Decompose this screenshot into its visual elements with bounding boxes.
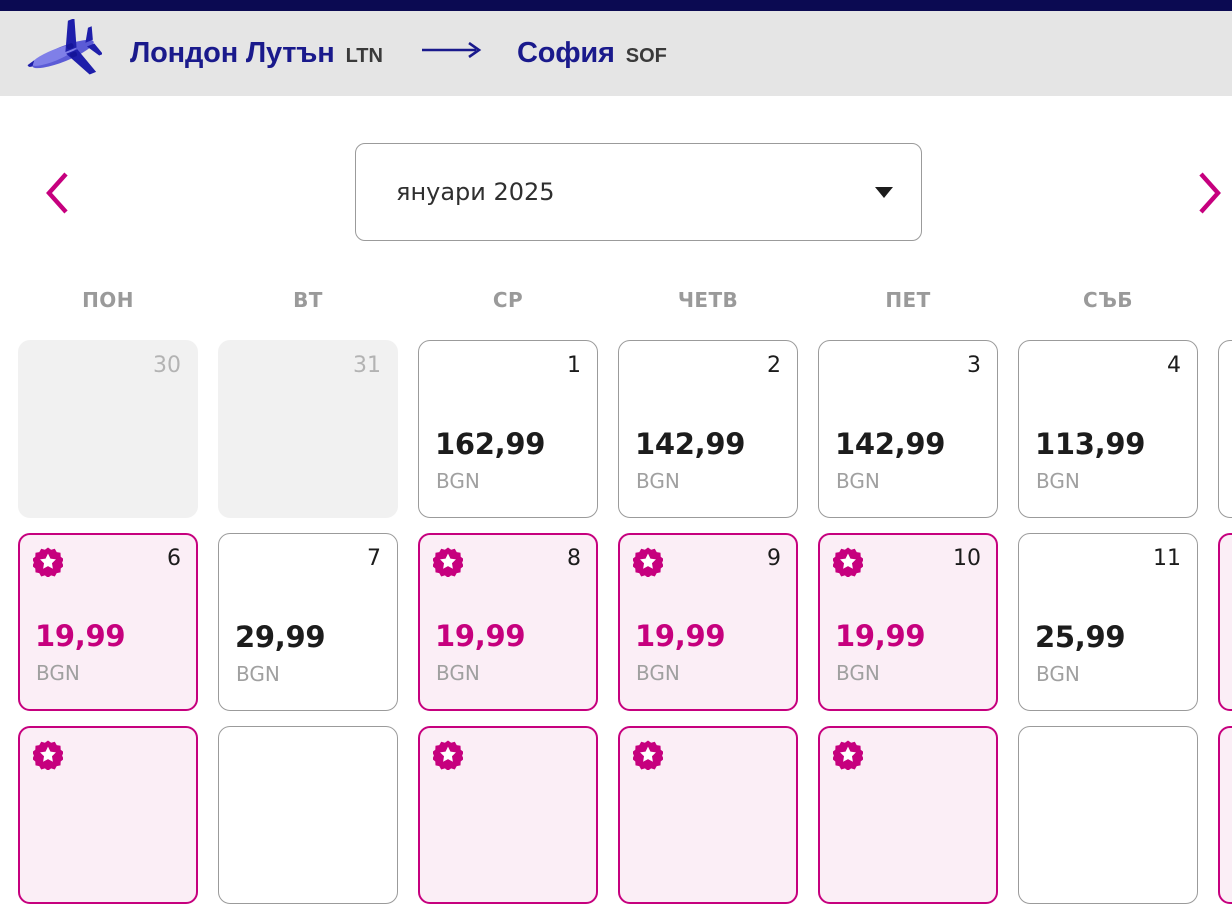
day-cell[interactable]: [618, 726, 798, 904]
day-cell[interactable]: 1 162,99 BGN: [418, 340, 598, 518]
day-cell[interactable]: 6 19,99 BGN: [18, 533, 198, 711]
promo-star-badge-icon: [33, 547, 63, 577]
next-month-button[interactable]: [1180, 143, 1232, 243]
fare-currency: BGN: [1036, 662, 1080, 686]
promo-star-badge-icon: [833, 547, 863, 577]
day-number: 10: [953, 546, 981, 571]
fare-price: 19,99: [35, 619, 126, 653]
promo-star-badge-icon: [633, 547, 663, 577]
fare-price: 162,99: [435, 427, 546, 461]
day-number: 30: [153, 353, 181, 378]
day-cell[interactable]: [1218, 726, 1232, 904]
day-cell[interactable]: [218, 726, 398, 904]
promo-star-badge-icon: [833, 740, 863, 770]
airplane-icon: [27, 18, 102, 75]
day-cell[interactable]: 8 19,99 BGN: [418, 533, 598, 711]
fare-currency: BGN: [36, 661, 80, 685]
day-number: 3: [967, 353, 981, 378]
weekday-label-нед: НЕД: [1218, 288, 1232, 312]
day-number: 11: [1153, 546, 1181, 571]
month-navigation: януари 2025: [0, 143, 1232, 243]
weekday-label-съб: СЪБ: [1083, 288, 1133, 312]
day-number: 6: [167, 546, 181, 571]
day-cell-disabled: 31: [218, 340, 398, 518]
fare-price: 142,99: [835, 427, 946, 461]
fare-calendar-grid: 30 31 1 162,99 BGN 2 142,99 BGN 3 142,99 BGN 4 113,9…: [18, 340, 1232, 919]
weekday-label-пет: ПЕТ: [885, 288, 931, 312]
fare-currency: BGN: [236, 662, 280, 686]
day-cell[interactable]: [1018, 726, 1198, 904]
fare-price: 113,99: [1035, 427, 1146, 461]
fare-price: 19,99: [835, 619, 926, 653]
promo-star-badge-icon: [433, 547, 463, 577]
fare-price: 19,99: [635, 619, 726, 653]
day-number: 7: [367, 546, 381, 571]
day-cell[interactable]: 3 142,99 BGN: [818, 340, 998, 518]
calendar-week-row: [18, 726, 1232, 904]
chevron-down-icon: [875, 186, 893, 198]
day-cell-disabled: 30: [18, 340, 198, 518]
fare-price: 25,99: [1035, 620, 1126, 654]
calendar-week-row: 6 19,99 BGN 7 29,99 BGN 8 19,99 BGN 9 19,99 BGN 1…: [18, 533, 1232, 711]
weekday-label-пон: ПОН: [82, 288, 134, 312]
day-cell[interactable]: 2 142,99 BGN: [618, 340, 798, 518]
fare-currency: BGN: [436, 661, 480, 685]
route-header: Лондон Лутън LTN София SOF: [0, 11, 1232, 96]
destination-city: София: [516, 37, 615, 69]
day-cell[interactable]: [418, 726, 598, 904]
fare-currency: BGN: [836, 469, 880, 493]
day-cell[interactable]: [18, 726, 198, 904]
day-number: 1: [567, 353, 581, 378]
origin-city: Лондон Лутън: [130, 37, 335, 69]
fare-currency: BGN: [636, 469, 680, 493]
fare-price: 19,99: [435, 619, 526, 653]
day-number: 4: [1167, 353, 1181, 378]
day-cell[interactable]: 11 25,99 BGN: [1018, 533, 1198, 711]
fare-currency: BGN: [1036, 469, 1080, 493]
fare-currency: BGN: [636, 661, 680, 685]
promo-star-badge-icon: [433, 740, 463, 770]
route-arrow-icon: [421, 42, 483, 58]
day-number: 9: [767, 546, 781, 571]
fare-currency: BGN: [436, 469, 480, 493]
day-cell[interactable]: 9 19,99 BGN: [618, 533, 798, 711]
day-number: 31: [353, 353, 381, 378]
chevron-left-icon: [46, 172, 68, 214]
destination-airport-code: SOF: [625, 45, 667, 67]
day-number: 2: [767, 353, 781, 378]
promo-star-badge-icon: [633, 740, 663, 770]
origin-airport-code: LTN: [345, 45, 383, 67]
route-summary: Лондон Лутън LTN София SOF: [130, 37, 667, 70]
weekday-label-вт: ВТ: [293, 288, 323, 312]
top-accent-bar: [0, 0, 1232, 11]
chevron-right-icon: [1199, 172, 1221, 214]
day-cell[interactable]: [818, 726, 998, 904]
month-select-value: януари 2025: [396, 178, 555, 206]
promo-star-badge-icon: [33, 740, 63, 770]
day-cell[interactable]: 10 19,99 BGN: [818, 533, 998, 711]
fare-currency: BGN: [836, 661, 880, 685]
calendar-week-row: 30 31 1 162,99 BGN 2 142,99 BGN 3 142,99 BGN 4 113,9…: [18, 340, 1232, 518]
weekday-label-четв: ЧЕТВ: [677, 288, 739, 312]
month-select[interactable]: януари 2025: [355, 143, 922, 241]
previous-month-button[interactable]: [30, 143, 86, 243]
fare-price: 29,99: [235, 620, 326, 654]
day-cell[interactable]: 4 113,99 BGN: [1018, 340, 1198, 518]
weekday-label-ср: СР: [492, 288, 524, 312]
fare-price: 142,99: [635, 427, 746, 461]
weekday-header-row: ПОН ВТ СР ЧЕТВ ПЕТ СЪБ НЕД: [18, 288, 1232, 312]
day-number: 8: [567, 546, 581, 571]
day-cell[interactable]: 7 29,99 BGN: [218, 533, 398, 711]
